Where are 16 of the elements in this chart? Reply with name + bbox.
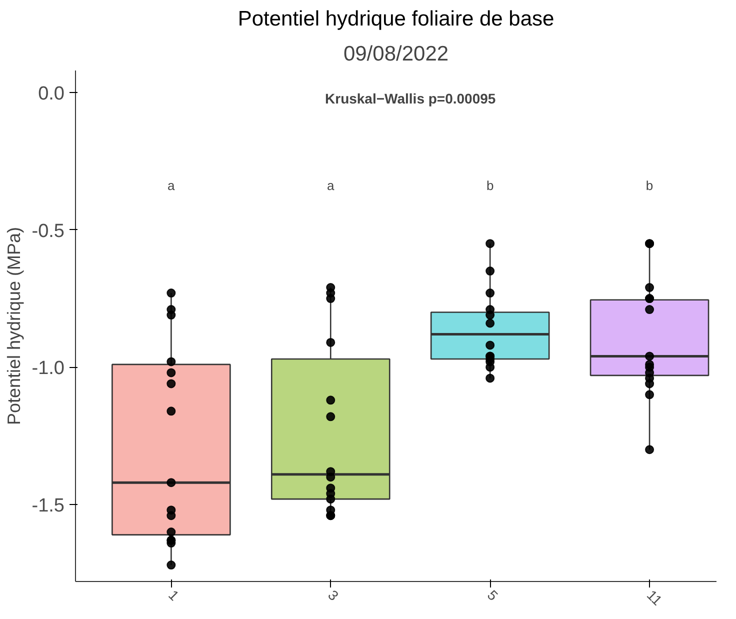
x-tick-label: 3 bbox=[324, 586, 342, 604]
chart-title: Potentiel hydrique foliaire de base bbox=[238, 8, 554, 30]
annotation: b bbox=[486, 178, 494, 193]
annotation: a bbox=[327, 178, 336, 193]
annotation: a bbox=[168, 178, 176, 193]
x-tick-label: 1 bbox=[166, 586, 182, 604]
annotation: b bbox=[646, 178, 654, 193]
y-axis-title: Potentiel hydrique (MPa) bbox=[4, 226, 24, 426]
chart-subtitle: 09/08/2022 bbox=[343, 42, 449, 66]
x-tick-label: 5 bbox=[484, 586, 502, 604]
annotation: Kruskal−Wallis p=0.00095 bbox=[325, 90, 496, 106]
y-tick-label: 0.0 bbox=[38, 83, 65, 104]
y-tick-label: -1.5 bbox=[32, 496, 65, 517]
x-tick-label: 11 bbox=[644, 586, 666, 609]
y-tick-label: -1.0 bbox=[32, 358, 65, 380]
y-tick-label: -0.5 bbox=[32, 220, 65, 242]
